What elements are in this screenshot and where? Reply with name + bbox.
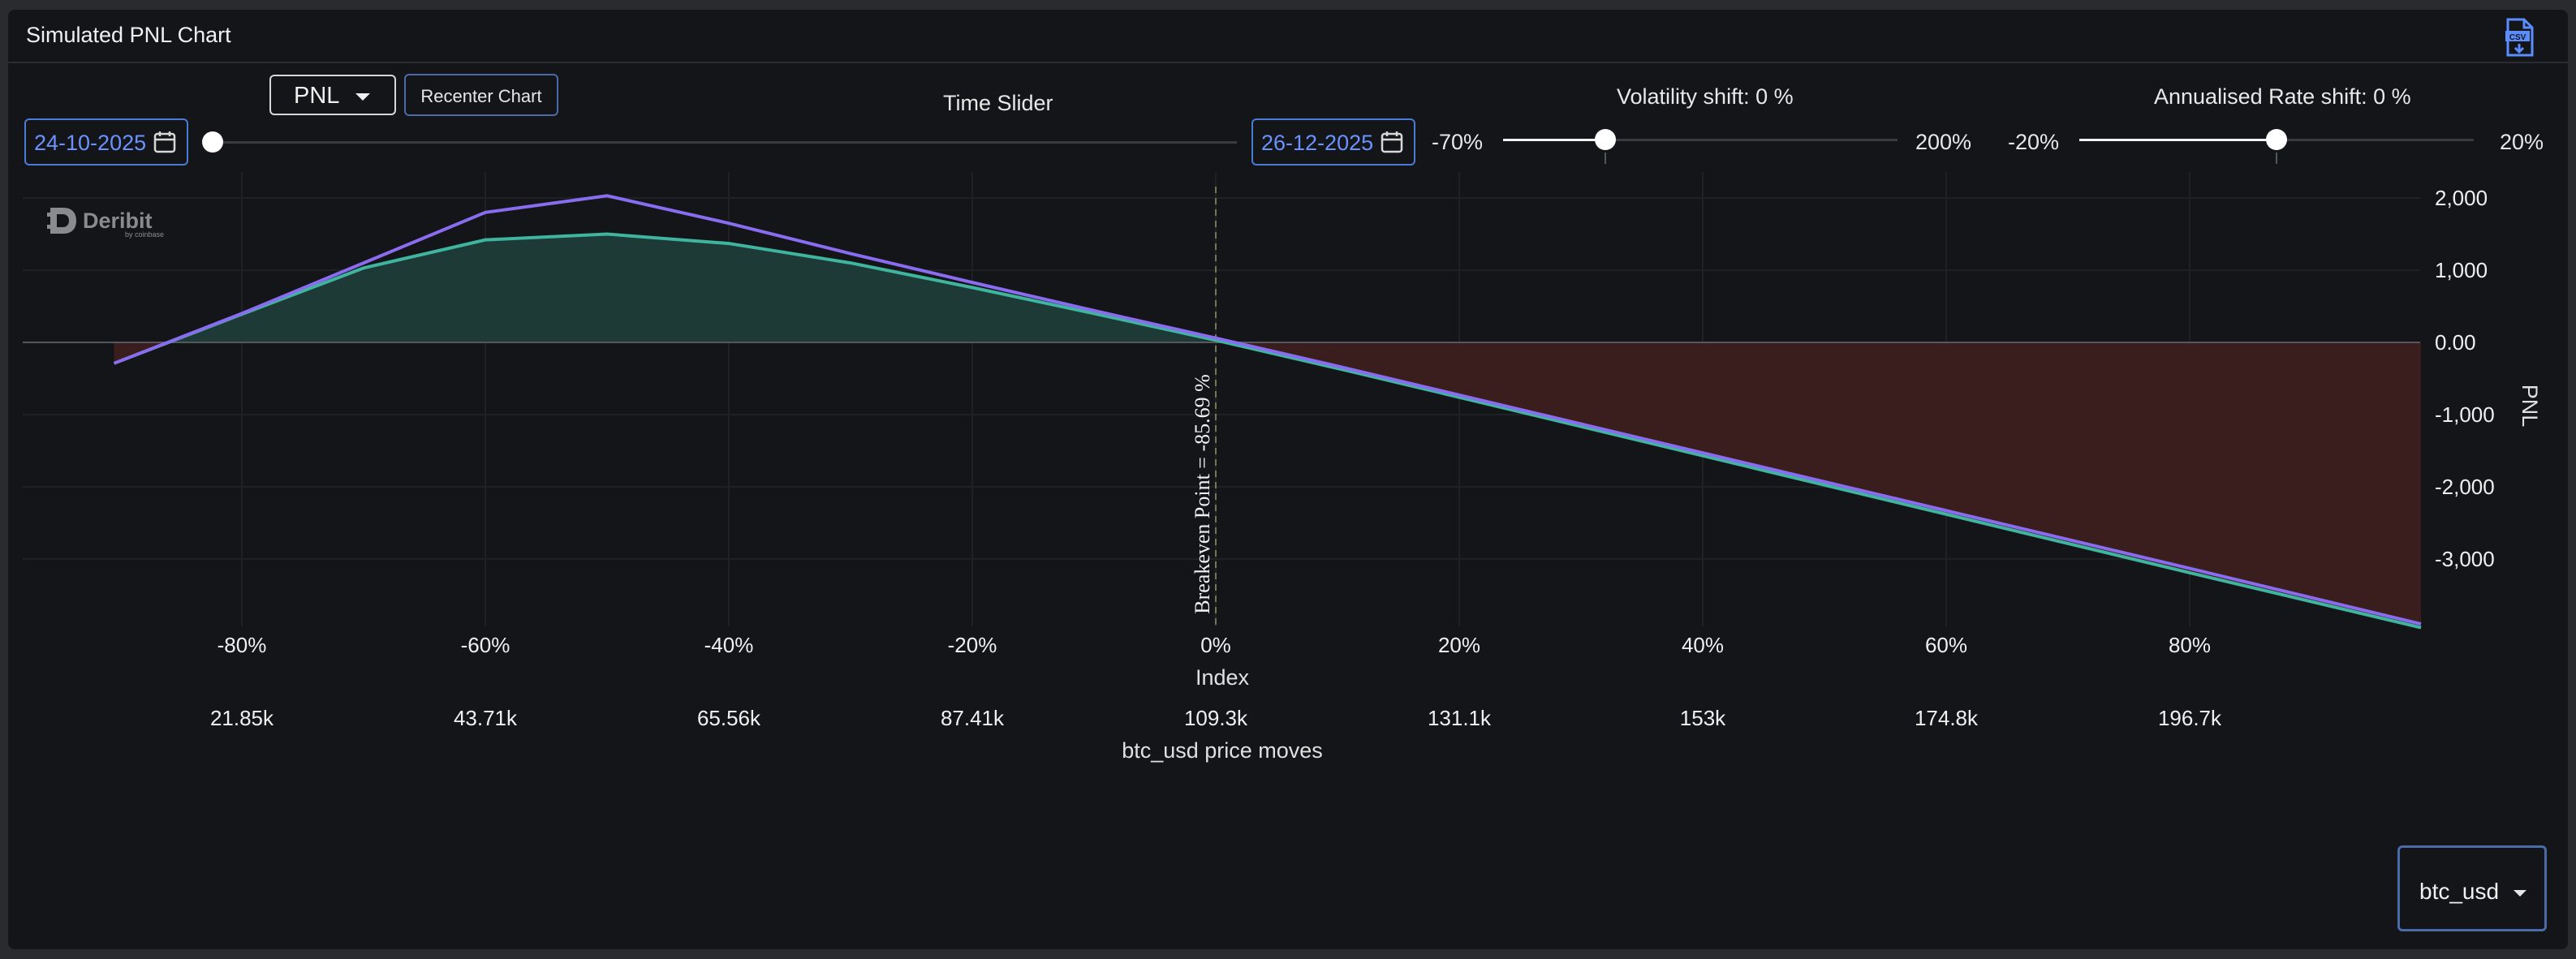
asset-selector-label: btc_usd xyxy=(2419,879,2500,904)
volatility-shift-label: Volatility shift: 0 % xyxy=(1617,84,1794,109)
x-tick-label: 80% xyxy=(2169,633,2211,657)
price-tick-label: 174.8k xyxy=(1915,706,1979,730)
profit-area xyxy=(114,234,2421,342)
asset-selector[interactable]: btc_usd xyxy=(2397,845,2547,931)
x-axis-title: Index xyxy=(1195,665,1250,690)
price-tick-label: 65.56k xyxy=(697,706,761,730)
x-tick-label: -60% xyxy=(461,633,510,657)
x-tick-label: -40% xyxy=(704,633,754,657)
x-tick-label: 60% xyxy=(1925,633,1967,657)
x-tick-label: 20% xyxy=(1438,633,1480,657)
volatility-zero-tick xyxy=(1605,153,1606,164)
time-slider-label: Time Slider xyxy=(943,91,1053,115)
panel-title: Simulated PNL Chart xyxy=(26,23,231,47)
csv-file-icon[interactable]: CSV xyxy=(2503,18,2535,58)
y-tick-label: -2,000 xyxy=(2435,475,2495,499)
end-date-input[interactable]: 26-12-2025 xyxy=(1251,118,1415,166)
start-date-input[interactable]: 24-10-2025 xyxy=(24,118,188,166)
breakeven-annotation: Breakeven Point = -85.69 % xyxy=(1191,374,1214,614)
recenter-chart-button[interactable]: Recenter Chart xyxy=(404,74,558,116)
rate-shift-label: Annualised Rate shift: 0 % xyxy=(2154,84,2411,109)
y-tick-label: -3,000 xyxy=(2435,547,2495,571)
series-line-expiry xyxy=(113,194,2422,626)
calendar-icon[interactable] xyxy=(153,130,177,160)
volatility-slider-fill xyxy=(1503,139,1605,141)
price-tick-label: 109.3k xyxy=(1184,706,1248,730)
time-slider-track[interactable] xyxy=(213,141,1237,144)
deribit-logo: Deribit by coinbase xyxy=(45,203,175,247)
y-axis-title: PNL xyxy=(2518,385,2542,428)
rate-slider-thumb[interactable] xyxy=(2266,129,2287,150)
metric-dropdown-label: PNL xyxy=(294,83,340,109)
series-line-today xyxy=(113,232,2422,630)
calendar-icon[interactable] xyxy=(1380,130,1404,160)
loss-area xyxy=(114,342,2421,628)
svg-text:CSV: CSV xyxy=(2509,33,2526,42)
x-tick-label: 40% xyxy=(1682,633,1724,657)
chevron-down-icon xyxy=(355,92,371,101)
start-date-value: 24-10-2025 xyxy=(34,131,147,155)
volatility-max-label: 200% xyxy=(1915,130,1972,154)
time-slider-thumb[interactable] xyxy=(202,131,223,153)
y-tick-label: 0.00 xyxy=(2435,330,2476,355)
volatility-slider-track[interactable] xyxy=(1503,139,1898,141)
price-tick-label: 87.41k xyxy=(941,706,1005,730)
y-tick-label: -1,000 xyxy=(2435,402,2495,427)
panel-header: Simulated PNL Chart CSV xyxy=(8,10,2568,63)
x-tick-label: -80% xyxy=(218,633,267,657)
rate-max-label: 20% xyxy=(2500,130,2544,154)
chevron-down-icon xyxy=(2514,889,2527,897)
price-tick-label: 21.85k xyxy=(210,706,274,730)
y-tick-label: 1,000 xyxy=(2435,258,2488,282)
price-tick-label: 43.71k xyxy=(454,706,518,730)
metric-dropdown[interactable]: PNL xyxy=(269,75,396,115)
rate-slider-fill xyxy=(2079,139,2277,141)
volatility-slider-thumb[interactable] xyxy=(1595,129,1616,150)
price-axis-title: btc_usd price moves xyxy=(1122,738,1323,763)
rate-zero-tick xyxy=(2276,153,2277,164)
price-tick-label: 131.1k xyxy=(1428,706,1492,730)
logo-name: Deribit xyxy=(83,209,153,233)
volatility-min-label: -70% xyxy=(1432,130,1484,154)
pnl-chart[interactable]: Breakeven Point = -85.69 % 2,000 1,000 0.00… xyxy=(8,10,2568,821)
rate-min-label: -20% xyxy=(2008,130,2060,154)
x-tick-label: -20% xyxy=(948,633,997,657)
price-tick-label: 196.7k xyxy=(2158,706,2222,730)
pnl-chart-panel: Simulated PNL Chart CSV PNL Recenter Cha… xyxy=(8,10,2568,949)
y-tick-label: 2,000 xyxy=(2435,186,2488,210)
logo-sub: by coinbase xyxy=(125,230,164,239)
x-tick-label: 0% xyxy=(1200,633,1231,657)
price-tick-label: 153k xyxy=(1680,706,1726,730)
end-date-value: 26-12-2025 xyxy=(1261,131,1374,155)
